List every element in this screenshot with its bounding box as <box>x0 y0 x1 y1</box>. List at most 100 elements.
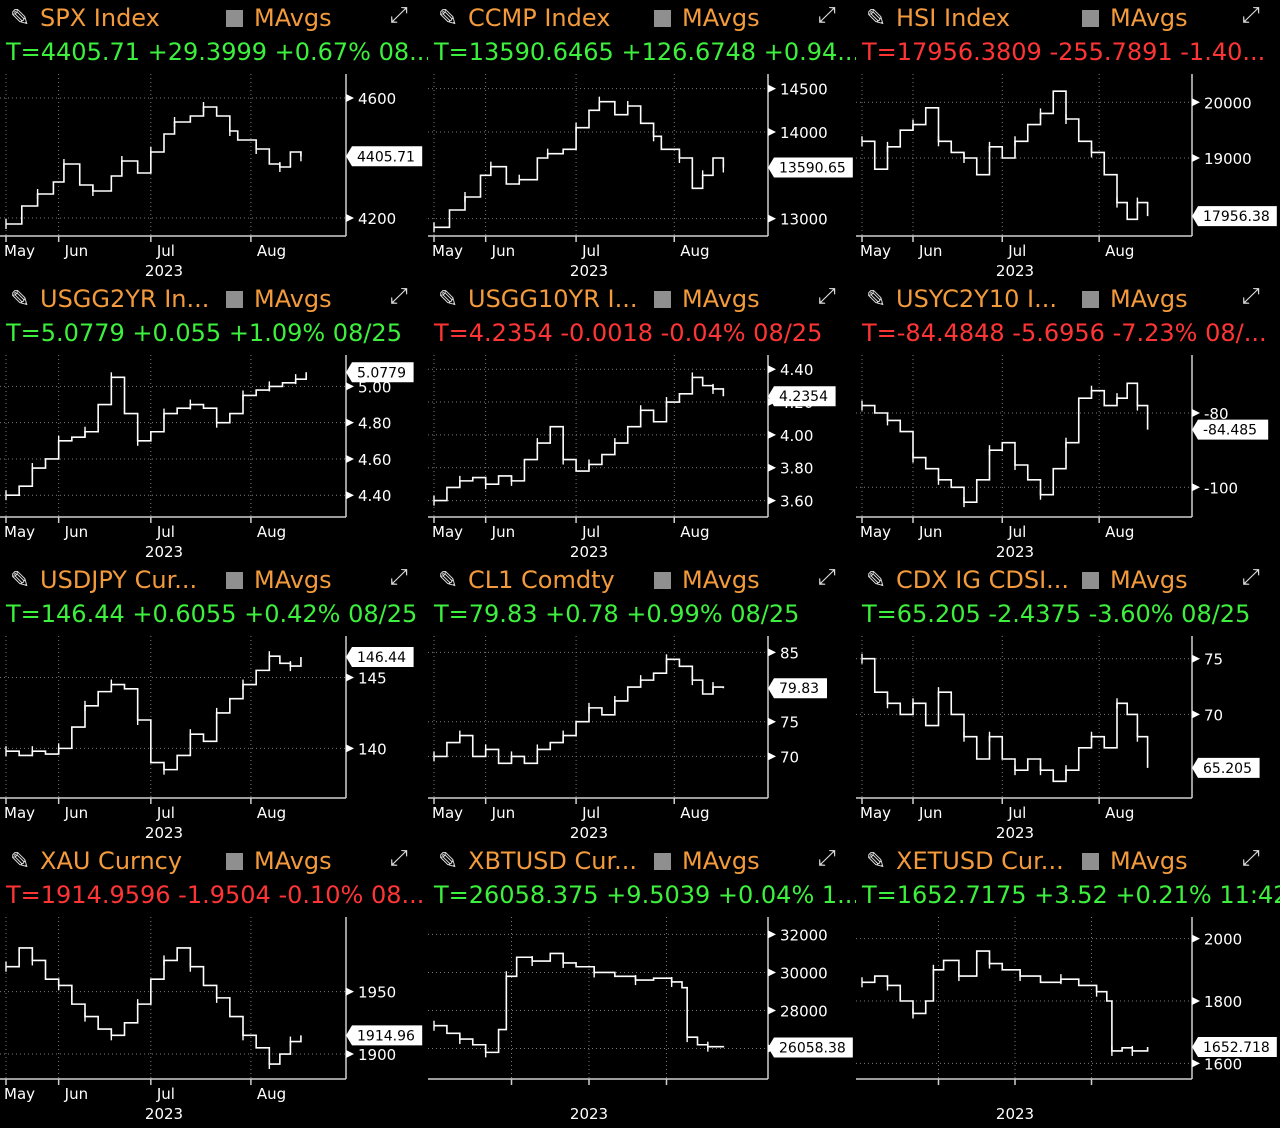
mavgs-toggle[interactable]: MAvgs <box>254 285 332 313</box>
expand-icon[interactable]: ⤢ <box>1242 565 1260 590</box>
ticker-label[interactable]: USGG2YR In... <box>40 285 210 313</box>
expand-icon[interactable]: ⤢ <box>818 846 836 871</box>
panel-header: ✎ CL1 Comdty MAvgs ⤢ <box>428 562 856 598</box>
expand-icon[interactable]: ⤢ <box>390 565 408 590</box>
pencil-icon[interactable]: ✎ <box>438 566 459 594</box>
mavgs-toggle[interactable]: MAvgs <box>254 847 332 875</box>
ticker-label[interactable]: CCMP Index <box>468 4 611 32</box>
pencil-icon[interactable]: ✎ <box>438 4 459 32</box>
checkbox-icon[interactable] <box>1082 853 1099 870</box>
pencil-icon[interactable]: ✎ <box>438 847 459 875</box>
chart-panel[interactable]: ✎ SPX Index MAvgs ⤢ T=4405.71 +29.3999 +0.67… <box>0 0 428 281</box>
month-label: Jun <box>918 804 942 822</box>
tick-marker <box>768 128 776 136</box>
y-tick-label: 1950 <box>358 984 396 1002</box>
y-tick-label: 14000 <box>780 124 828 142</box>
ticker-label[interactable]: SPX Index <box>40 4 160 32</box>
expand-icon[interactable]: ⤢ <box>818 284 836 309</box>
tick-marker <box>1192 98 1200 107</box>
expand-icon[interactable]: ⤢ <box>390 284 408 309</box>
month-label: Jun <box>491 523 515 541</box>
mavgs-toggle[interactable]: MAvgs <box>682 285 760 313</box>
chart-panel[interactable]: ✎ USDJPY Cur... MAvgs ⤢ T=146.44 +0.6055 +0.… <box>0 562 428 843</box>
y-tick-label: -80 <box>1204 405 1229 423</box>
y-tick-label: 1900 <box>358 1046 396 1064</box>
chart-panel[interactable]: ✎ XAU Curncy MAvgs ⤢ T=1914.9596 -1.9504 -0.… <box>0 843 428 1128</box>
y-tick-label: 2000 <box>1204 931 1242 949</box>
checkbox-icon[interactable] <box>654 10 671 27</box>
checkbox-icon[interactable] <box>654 291 671 308</box>
mavgs-toggle[interactable]: MAvgs <box>682 4 760 32</box>
pencil-icon[interactable]: ✎ <box>438 285 459 313</box>
mavgs-toggle[interactable]: MAvgs <box>1110 285 1188 313</box>
chart-panel[interactable]: ✎ CDX IG CDSI... MAvgs ⤢ T=65.205 -2.4375 -3… <box>856 562 1280 843</box>
ticker-label[interactable]: USGG10YR I... <box>468 285 638 313</box>
chart-panel[interactable]: ✎ XBTUSD Cur... MAvgs ⤢ T=26058.375 +9.5039 … <box>428 843 856 1128</box>
ticker-label[interactable]: USDJPY Cur... <box>40 566 198 594</box>
chart-panel[interactable]: ✎ CL1 Comdty MAvgs ⤢ T=79.83 +0.78 +0.99% 08… <box>428 562 856 843</box>
year-label: 2023 <box>996 1105 1034 1123</box>
pencil-icon[interactable]: ✎ <box>866 566 887 594</box>
ticker-label[interactable]: XETUSD Cur... <box>896 847 1064 875</box>
last-value-label: 146.44 <box>357 650 406 666</box>
tick-marker <box>1192 710 1200 719</box>
last-value-label: 4.2354 <box>779 389 828 405</box>
year-label: 2023 <box>145 824 183 841</box>
expand-icon[interactable]: ⤢ <box>1242 284 1260 309</box>
y-tick-label: 85 <box>780 644 799 662</box>
mavgs-toggle[interactable]: MAvgs <box>1110 847 1188 875</box>
ticker-label[interactable]: CL1 Comdty <box>468 566 615 594</box>
expand-icon[interactable]: ⤢ <box>1242 846 1260 871</box>
checkbox-icon[interactable] <box>1082 10 1099 27</box>
mavgs-toggle[interactable]: MAvgs <box>1110 566 1188 594</box>
price-chart: 32000300002800026000202326058.38 <box>428 917 853 1123</box>
checkbox-icon[interactable] <box>226 572 243 589</box>
pencil-icon[interactable]: ✎ <box>10 847 31 875</box>
y-tick-label: 4.60 <box>358 451 391 469</box>
pencil-icon[interactable]: ✎ <box>10 285 31 313</box>
expand-icon[interactable]: ⤢ <box>1242 3 1260 28</box>
ticker-label[interactable]: XBTUSD Cur... <box>468 847 637 875</box>
mavgs-toggle[interactable]: MAvgs <box>1110 4 1188 32</box>
mavgs-toggle[interactable]: MAvgs <box>254 566 332 594</box>
checkbox-icon[interactable] <box>1082 291 1099 308</box>
pencil-icon[interactable]: ✎ <box>866 847 887 875</box>
mavgs-toggle[interactable]: MAvgs <box>682 847 760 875</box>
month-label: Aug <box>680 804 709 822</box>
chart-panel[interactable]: ✎ HSI Index MAvgs ⤢ T=17956.3809 -255.7891 -… <box>856 0 1280 281</box>
chart-panel[interactable]: ✎ CCMP Index MAvgs ⤢ T=13590.6465 +126.6748 … <box>428 0 856 281</box>
ticker-label[interactable]: XAU Curncy <box>40 847 183 875</box>
ticker-label[interactable]: HSI Index <box>896 4 1011 32</box>
checkbox-icon[interactable] <box>654 572 671 589</box>
month-label: May <box>860 804 891 822</box>
ticker-label[interactable]: CDX IG CDSI... <box>896 566 1070 594</box>
chart-panel[interactable]: ✎ XETUSD Cur... MAvgs ⤢ T=1652.7175 +3.52 +0… <box>856 843 1280 1128</box>
mavgs-toggle[interactable]: MAvgs <box>254 4 332 32</box>
month-label: Aug <box>1105 242 1134 260</box>
pencil-icon[interactable]: ✎ <box>10 4 31 32</box>
expand-icon[interactable]: ⤢ <box>818 3 836 28</box>
last-value-tag <box>768 157 853 178</box>
pencil-icon[interactable]: ✎ <box>866 4 887 32</box>
ticker-label[interactable]: USYC2Y10 I... <box>896 285 1057 313</box>
tick-marker <box>346 673 354 682</box>
checkbox-icon[interactable] <box>654 853 671 870</box>
y-tick-label: 32000 <box>780 926 828 944</box>
checkbox-icon[interactable] <box>226 853 243 870</box>
expand-icon[interactable]: ⤢ <box>818 565 836 590</box>
checkbox-icon[interactable] <box>226 291 243 308</box>
month-label: May <box>860 242 891 260</box>
expand-icon[interactable]: ⤢ <box>390 846 408 871</box>
pencil-icon[interactable]: ✎ <box>10 566 31 594</box>
price-series <box>6 655 302 771</box>
chart-panel[interactable]: ✎ USGG10YR I... MAvgs ⤢ T=4.2354 -0.0018 -0.… <box>428 281 856 562</box>
chart-panel[interactable]: ✎ USYC2Y10 I... MAvgs ⤢ T=-84.4848 -5.6956 -… <box>856 281 1280 562</box>
expand-icon[interactable]: ⤢ <box>390 3 408 28</box>
tick-marker <box>346 418 354 427</box>
pencil-icon[interactable]: ✎ <box>866 285 887 313</box>
checkbox-icon[interactable] <box>226 10 243 27</box>
month-label: Jun <box>491 242 515 260</box>
mavgs-toggle[interactable]: MAvgs <box>682 566 760 594</box>
chart-panel[interactable]: ✎ USGG2YR In... MAvgs ⤢ T=5.0779 +0.055 +1.0… <box>0 281 428 562</box>
checkbox-icon[interactable] <box>1082 572 1099 589</box>
